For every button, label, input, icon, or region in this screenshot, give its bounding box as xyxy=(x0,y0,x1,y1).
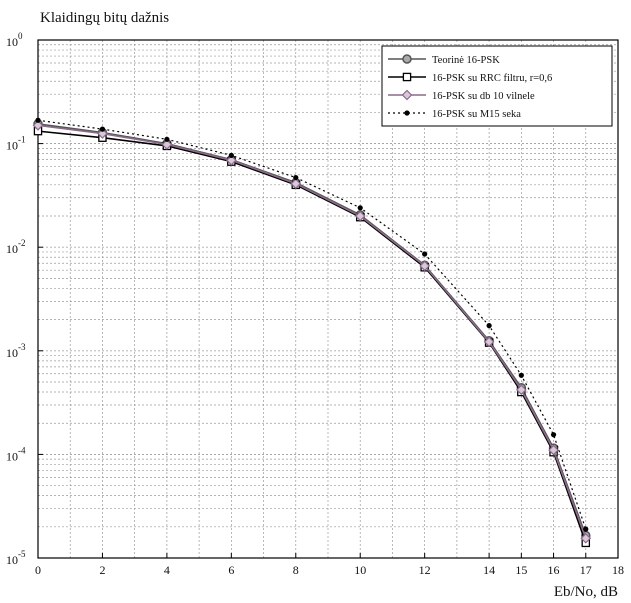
x-tick-label: 6 xyxy=(228,563,234,577)
series-marker-dot xyxy=(486,323,492,329)
series-marker-diamond xyxy=(354,210,366,222)
x-tick-label: 0 xyxy=(35,563,41,577)
x-axis-label: Eb/No, dB xyxy=(554,584,618,600)
axis-ticks: 0 2 4 6 8 10 12 14 15 16 17 18 100 10-1 10-2 10-3 10-4 10… xyxy=(6,31,624,577)
series-marker-circle xyxy=(402,54,412,64)
series-marker-diamond xyxy=(161,139,173,150)
x-tick-label: 12 xyxy=(419,563,431,577)
x-tick-label: 8 xyxy=(293,563,299,577)
series-line xyxy=(37,123,587,536)
series-marker-diamond xyxy=(483,336,495,348)
x-tick-label: 16 xyxy=(548,563,560,577)
y-tick-label: 10-2 xyxy=(6,238,26,256)
y-axis-label: Klaidingų bitų dažnis xyxy=(40,10,169,26)
series-marker-dot xyxy=(550,432,557,438)
series-marker-diamond xyxy=(401,89,413,101)
y-tick-label: 100 xyxy=(6,31,23,49)
series-3 xyxy=(32,120,592,544)
series-marker-diamond xyxy=(225,154,237,166)
y-tick-label: 10-4 xyxy=(6,445,26,463)
series-marker-dot xyxy=(357,205,363,211)
legend-label: 16-PSK su M15 seka xyxy=(432,109,521,120)
x-tick-label: 18 xyxy=(612,563,624,577)
y-tick-label: 10-5 xyxy=(6,549,26,567)
x-tick-label: 2 xyxy=(99,563,105,577)
series-marker-dot xyxy=(583,526,589,532)
x-tick-label: 4 xyxy=(164,563,170,577)
series-marker-dot xyxy=(164,136,170,142)
series-marker-dot xyxy=(99,126,106,132)
legend-label: Teorinė 16-PSK xyxy=(432,55,500,66)
legend-label: 16-PSK su db 10 vilnele xyxy=(432,91,535,102)
x-tick-label: 15 xyxy=(515,563,527,577)
y-tick-label: 10-1 xyxy=(6,135,26,153)
legend-label: 16-PSK su RRC filtru, r=0,6 xyxy=(432,73,552,84)
y-tick-label: 10-3 xyxy=(6,342,26,360)
series-line xyxy=(37,119,587,530)
series-line xyxy=(37,130,587,544)
series-marker-dot xyxy=(228,152,234,158)
series-marker-diamond xyxy=(290,178,302,190)
series-marker-diamond xyxy=(32,120,44,131)
series-marker-diamond xyxy=(419,260,431,272)
series-marker-dot xyxy=(404,110,410,116)
series-marker-diamond xyxy=(515,384,527,396)
plot-frame xyxy=(37,39,619,559)
series-1 xyxy=(33,119,591,541)
x-tick-label: 10 xyxy=(354,563,366,577)
series-lines xyxy=(32,117,592,548)
series-marker-dot xyxy=(35,117,41,123)
series-marker-dot xyxy=(518,372,524,378)
series-line xyxy=(37,124,587,539)
series-marker-square xyxy=(402,72,412,82)
series-marker-dot xyxy=(422,251,428,257)
legend: Teorinė 16-PSK 16-PSK su RRC filtru, r=0,… xyxy=(381,45,613,127)
series-marker-diamond xyxy=(548,444,559,456)
series-marker-diamond xyxy=(580,532,592,544)
series-marker-dot xyxy=(293,174,299,181)
x-tick-label: 17 xyxy=(580,563,592,577)
series-4 xyxy=(35,117,589,532)
series-marker-diamond xyxy=(97,128,108,139)
x-tick-label: 14 xyxy=(483,563,495,577)
grid xyxy=(38,40,618,558)
